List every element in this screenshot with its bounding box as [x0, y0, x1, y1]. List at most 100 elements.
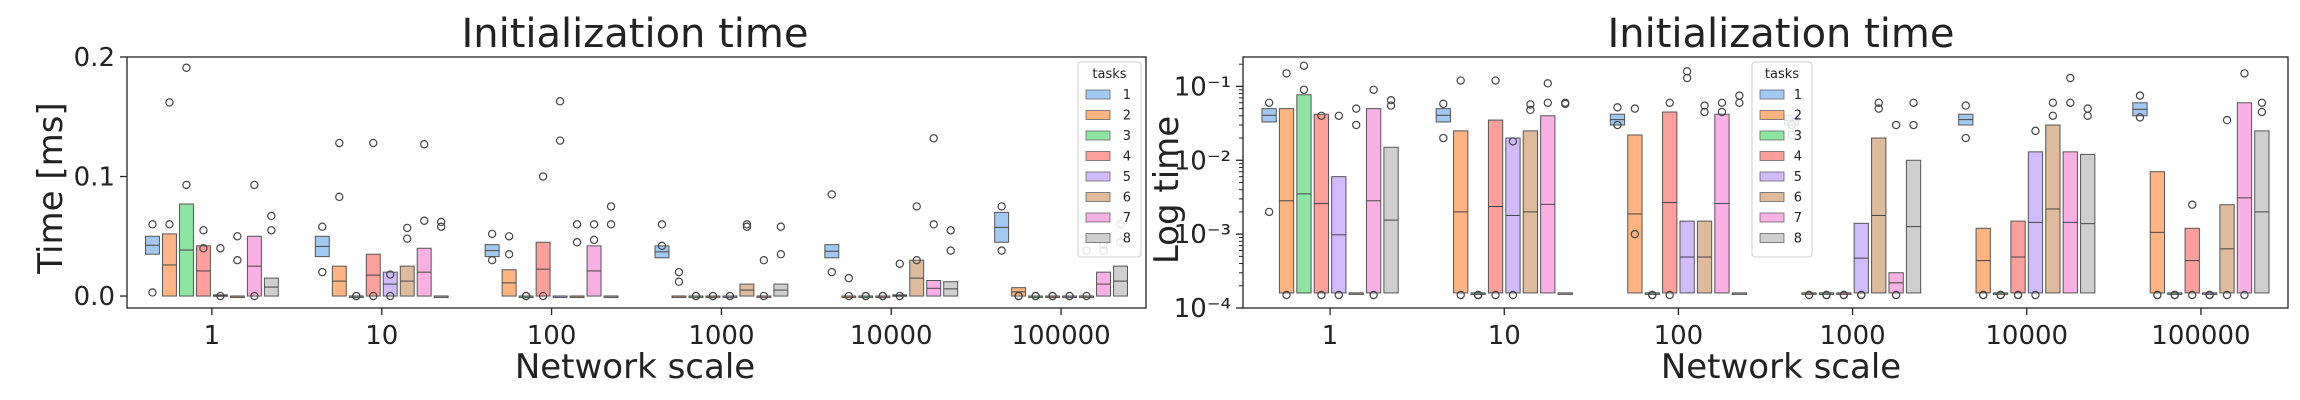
outlier-point: [165, 220, 174, 229]
legend-label: 6: [1123, 191, 1131, 206]
legend-swatch: [1085, 171, 1111, 182]
outlier-point: [1561, 99, 1570, 109]
outlier-point: [420, 140, 429, 149]
outlier-point: [199, 226, 208, 235]
outlier-point: [233, 255, 242, 265]
outlier-point: [165, 98, 174, 107]
right-chart-plot-area: 10⁻⁴ 10⁻³ 10⁻² 10⁻¹ 1 10 100 1000 10000 100000 tas…: [1174, 56, 2289, 351]
outlier-point: [2135, 113, 2145, 122]
outlier-point: [776, 222, 786, 231]
outlier-point: [674, 277, 684, 286]
outlier-point: [912, 255, 921, 265]
outlier-point: [997, 246, 1006, 255]
outlier-point: [997, 202, 1006, 211]
legend-title: tasks: [1765, 67, 1799, 82]
outlier-point: [1526, 100, 1535, 109]
outlier-point: [2031, 290, 2040, 300]
outlier-point: [827, 267, 837, 277]
outlier-point: [1456, 76, 1465, 85]
x-tick-label: 100: [527, 321, 577, 351]
outlier-point: [1369, 290, 1378, 300]
left-chart-ylabel: Time [ms]: [31, 102, 71, 274]
outlier-point: [436, 222, 446, 231]
left-chart-plot-area: 0.0 0.1 0.2 1 10 100 1000 10000 100000 tasks 1 2 3 4 5…: [74, 43, 1147, 351]
legend: tasks 1 2 3 4 5 6 7 8: [1077, 61, 1142, 258]
outlier-point: [1804, 290, 1814, 300]
outlier-point: [1048, 291, 1057, 301]
plot-frame: [126, 56, 1147, 309]
outlier-point: [742, 222, 752, 231]
outlier-point: [929, 220, 938, 229]
legend-label: 7: [1794, 211, 1802, 226]
outlier-point: [504, 232, 514, 241]
left-chart: Initialization time Time [ms] Network sc…: [31, 11, 1147, 387]
outlier-point: [1317, 111, 1326, 120]
outlier-point: [827, 190, 837, 199]
right-chart-title: Initialization time: [1607, 11, 1954, 57]
outlier-point: [403, 223, 412, 233]
outlier-point: [1717, 98, 1727, 107]
outlier-point: [1648, 290, 1657, 300]
outlier-point: [1961, 133, 1970, 143]
outlier-point: [2257, 98, 2267, 107]
legend: tasks 1 2 3 4 5 6 7 8: [1751, 61, 1813, 258]
y-tick-label: 0.2: [74, 43, 115, 73]
outlier-point: [2222, 115, 2232, 125]
outlier-point: [1682, 73, 1692, 83]
outlier-point: [403, 234, 412, 243]
outlier-point: [1613, 120, 1622, 130]
legend-label: 4: [1794, 150, 1802, 165]
x-tick-label: 100000: [2151, 321, 2250, 351]
outlier-point: [1439, 99, 1448, 109]
outlier-point: [521, 291, 531, 301]
y-tick-label: 10⁻¹: [1174, 72, 1231, 102]
legend-swatch: [1085, 110, 1111, 120]
outlier-point: [725, 291, 735, 301]
outlier-point: [538, 172, 548, 181]
outlier-point: [946, 246, 955, 255]
outlier-point: [589, 220, 599, 229]
outlier-point: [267, 226, 276, 235]
outlier-point: [1334, 111, 1343, 120]
outlier-point: [1386, 101, 1396, 110]
outlier-point: [1630, 229, 1640, 239]
outlier-point: [216, 244, 225, 253]
outlier-point: [386, 291, 395, 301]
outlier-point: [878, 291, 887, 301]
outlier-point: [2222, 290, 2232, 300]
outlier-point: [1065, 291, 1074, 301]
outlier-point: [1630, 104, 1640, 113]
x-tick-label: 10000: [850, 321, 933, 351]
outlier-point: [572, 220, 582, 229]
outlier-point: [759, 291, 769, 301]
outlier-point: [555, 97, 565, 106]
outlier-point: [1891, 120, 1901, 130]
outlier-point: [1299, 85, 1309, 94]
outlier-point: [182, 63, 191, 72]
outlier-point: [2240, 69, 2249, 78]
outlier-point: [487, 255, 497, 265]
outlier-point: [929, 134, 938, 143]
outlier-point: [1526, 105, 1535, 115]
outlier-point: [895, 291, 904, 301]
x-tick-label: 100000: [1011, 321, 1110, 351]
y-tick-label: 0.1: [74, 163, 115, 193]
outlier-point: [606, 202, 616, 211]
outlier-point: [657, 241, 667, 251]
right-chart-ylabel: Log time: [1147, 116, 1187, 264]
outlier-point: [2031, 126, 2040, 136]
right-chart: Initialization time Log time Network sca…: [1147, 11, 2289, 387]
legend-label: 5: [1123, 170, 1131, 185]
legend-label: 2: [1794, 109, 1802, 124]
outlier-point: [369, 291, 378, 301]
outlier-point: [504, 250, 514, 259]
legend-swatch: [1085, 212, 1111, 223]
right-chart-xlabel: Network scale: [1661, 347, 1901, 387]
outlier-point: [1317, 290, 1326, 300]
x-tick-label: 10: [1488, 321, 1521, 351]
outlier-point: [216, 291, 225, 301]
outlier-point: [318, 267, 327, 277]
outlier-point: [742, 220, 752, 229]
outlier-point: [2205, 290, 2214, 300]
